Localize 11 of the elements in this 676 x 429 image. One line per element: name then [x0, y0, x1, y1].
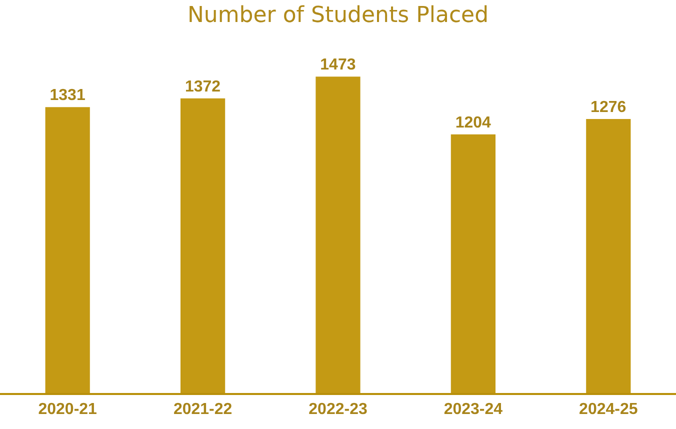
data-label: 1473	[320, 56, 356, 74]
x-tick-label: 2022-23	[308, 401, 368, 418]
x-tick-label: 2020-21	[38, 401, 98, 418]
data-label: 1331	[50, 87, 86, 104]
x-tick-label: 2024-25	[579, 401, 638, 418]
x-tick-label: 2023-24	[444, 401, 503, 418]
data-label: 1204	[455, 114, 492, 132]
chart-title: Number of Students Placed	[187, 2, 489, 28]
x-tick-label: 2021-22	[173, 401, 232, 418]
data-label: 1372	[184, 78, 221, 96]
data-label: 1276	[590, 98, 626, 116]
